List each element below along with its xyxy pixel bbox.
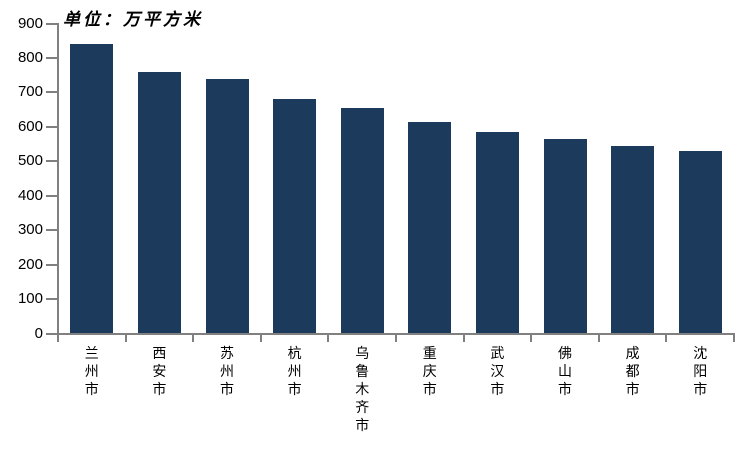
x-axis-tick-mark [597,334,600,342]
bar-沈阳市 [678,150,722,334]
x-category-label-char: 市 [558,382,572,398]
x-category-label-char: 武 [490,346,505,362]
y-axis-tick-mark [46,194,58,197]
x-category-label: 佛山市 [554,345,576,399]
y-axis-tick-mark [46,160,58,163]
x-category-label: 重庆市 [419,345,441,399]
x-category-label-char: 州 [220,364,234,380]
y-axis-tick-mark [46,298,58,301]
y-axis-tick-mark [46,22,58,25]
x-category-label-char: 州 [287,364,302,380]
bar-西安市 [137,71,181,334]
x-axis-tick-mark [327,334,330,342]
y-axis-tick-label: 400 [17,186,43,204]
bar-苏州市 [205,78,249,334]
x-category-label-char: 杭 [287,346,302,362]
x-category-label-char: 都 [625,364,640,380]
x-axis-tick-mark [462,334,465,342]
x-category-label-char: 齐 [355,400,370,416]
x-category-label-char: 乌 [355,346,370,362]
x-category-label-char: 沈 [693,346,708,362]
y-axis-tick-label: 200 [17,255,43,273]
x-category-label-char: 西 [152,346,167,362]
bar-成都市 [611,146,655,334]
x-category-label-char: 市 [220,382,234,398]
bar-重庆市 [408,122,452,334]
x-category-label-char: 市 [422,382,437,398]
bar-兰州市 [70,44,114,334]
y-axis-tick-mark [46,125,58,128]
x-axis-tick-mark [395,334,397,342]
x-category-label-char: 苏 [220,346,234,362]
x-category-label-char: 市 [152,382,167,398]
x-category-label-char: 兰 [84,346,99,362]
x-axis-tick-mark [57,334,59,342]
x-category-label-char: 州 [84,364,99,380]
y-axis-tick-mark [46,229,58,232]
x-category-label-char: 市 [287,382,302,398]
x-category-label: 杭州市 [284,345,306,399]
x-category-label: 乌鲁木齐市 [351,345,373,435]
x-category-label-char: 佛 [558,346,572,362]
x-category-label-char: 市 [693,382,708,398]
bar-杭州市 [273,99,317,334]
y-axis-tick-label: 300 [17,221,43,239]
bar-佛山市 [543,138,587,334]
y-axis-tick-label: 600 [17,117,43,135]
chart-unit-label: 单位：万平方米 [63,10,203,30]
x-category-label-char: 市 [490,382,505,398]
x-axis-tick-mark [530,334,533,342]
y-axis-tick-mark [46,263,58,266]
bar-武汉市 [475,132,519,334]
x-category-label: 西安市 [148,345,170,399]
y-axis-tick-label: 500 [17,152,43,170]
x-category-label: 兰州市 [81,345,103,399]
y-axis-line [57,23,59,334]
y-axis-tick-mark [46,91,58,94]
y-axis-tick-mark [46,56,58,59]
x-axis-tick-mark [124,334,127,342]
x-category-label-char: 市 [84,382,99,398]
x-category-label-char: 市 [355,418,370,434]
x-axis-tick-mark [192,334,195,342]
x-axis-tick-mark [733,334,735,342]
x-category-label-char: 成 [625,346,640,362]
x-axis-tick-mark [665,334,668,342]
x-category-label-char: 木 [355,382,370,398]
y-axis-tick-mark [46,332,58,335]
bar-乌鲁木齐市 [340,107,384,334]
x-category-label: 成都市 [622,345,644,399]
x-category-label: 苏州市 [216,345,238,399]
x-category-label-char: 阳 [693,364,708,380]
y-axis-tick-label: 0 [34,324,43,342]
x-category-label-char: 市 [625,382,640,398]
x-category-label-char: 汉 [490,364,505,380]
x-axis-tick-mark [259,334,262,342]
x-category-label-char: 安 [152,364,167,380]
x-category-label-char: 山 [558,364,572,380]
y-axis-tick-label: 800 [17,48,43,66]
x-category-label: 武汉市 [486,345,508,399]
y-axis-tick-label: 700 [17,83,43,101]
x-category-label-char: 鲁 [355,364,370,380]
x-category-label: 沈阳市 [689,345,711,399]
x-category-label-char: 重 [422,346,437,362]
y-axis-tick-label: 900 [17,14,43,32]
y-axis-tick-label: 100 [17,290,43,308]
x-category-label-char: 庆 [422,364,437,380]
